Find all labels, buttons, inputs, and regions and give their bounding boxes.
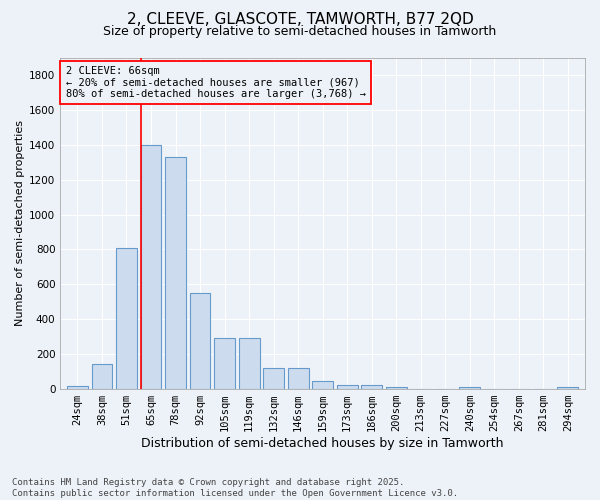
Bar bbox=[92, 364, 112, 389]
Bar bbox=[337, 384, 358, 389]
Bar bbox=[214, 338, 235, 389]
Text: 2 CLEEVE: 66sqm
← 20% of semi-detached houses are smaller (967)
80% of semi-deta: 2 CLEEVE: 66sqm ← 20% of semi-detached h… bbox=[65, 66, 365, 99]
Bar bbox=[361, 384, 382, 389]
Text: 2, CLEEVE, GLASCOTE, TAMWORTH, B77 2QD: 2, CLEEVE, GLASCOTE, TAMWORTH, B77 2QD bbox=[127, 12, 473, 28]
Bar bbox=[239, 338, 260, 389]
Text: Contains HM Land Registry data © Crown copyright and database right 2025.
Contai: Contains HM Land Registry data © Crown c… bbox=[12, 478, 458, 498]
Bar bbox=[165, 157, 186, 389]
Bar bbox=[116, 248, 137, 389]
X-axis label: Distribution of semi-detached houses by size in Tamworth: Distribution of semi-detached houses by … bbox=[142, 437, 504, 450]
Bar bbox=[287, 368, 308, 389]
Bar bbox=[190, 293, 211, 389]
Bar bbox=[557, 388, 578, 389]
Y-axis label: Number of semi-detached properties: Number of semi-detached properties bbox=[15, 120, 25, 326]
Bar bbox=[263, 368, 284, 389]
Bar bbox=[312, 381, 333, 389]
Text: Size of property relative to semi-detached houses in Tamworth: Size of property relative to semi-detach… bbox=[103, 25, 497, 38]
Bar bbox=[386, 388, 407, 389]
Bar bbox=[67, 386, 88, 389]
Bar bbox=[140, 145, 161, 389]
Bar bbox=[460, 388, 480, 389]
